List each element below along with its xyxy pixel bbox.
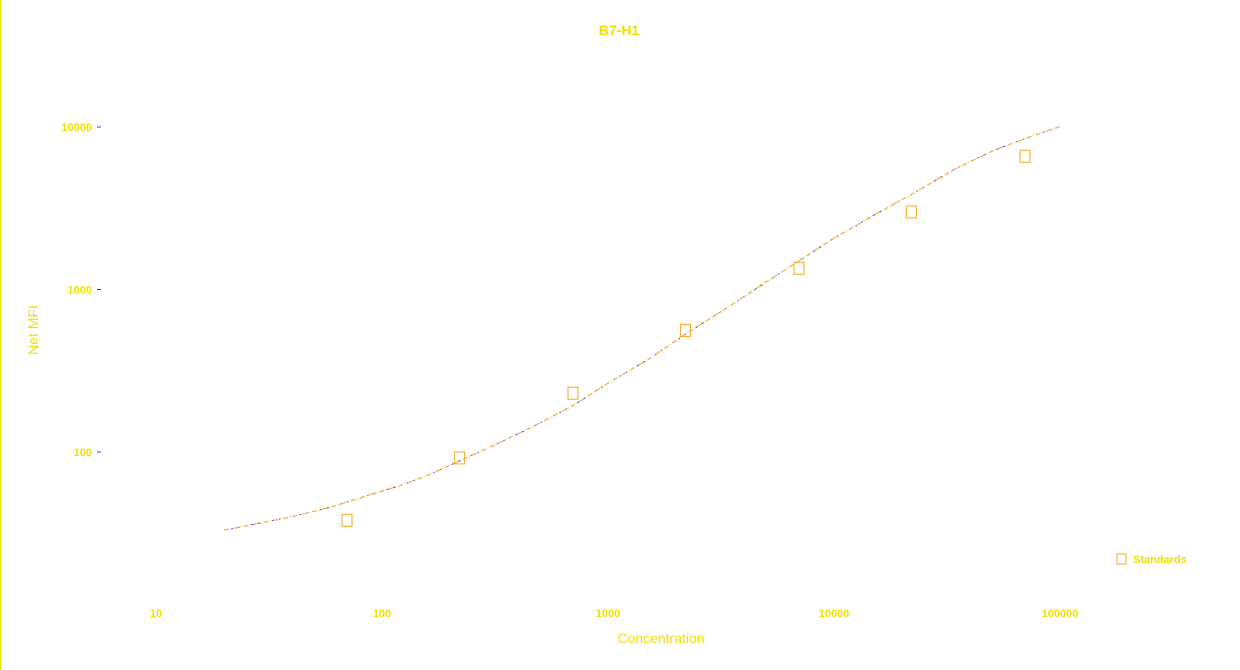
fit-curve (223, 126, 1061, 531)
data-point-standard (905, 205, 917, 219)
x-tick-label: 100 (373, 608, 391, 620)
fit-curve-overlay (223, 126, 1061, 531)
y-tick-label: 100 (74, 447, 92, 459)
legend-label-standards: Standards (1133, 554, 1187, 566)
data-point-standard (453, 451, 465, 465)
data-point-standard (341, 513, 353, 527)
x-tick-label: 10000 (819, 608, 850, 620)
x-tick-label: 10 (150, 608, 162, 620)
data-point-standard (1019, 149, 1031, 163)
x-tick-label: 100000 (1042, 608, 1079, 620)
legend-marker-standards (1116, 553, 1127, 565)
y-tick-label: 10000 (61, 122, 92, 134)
y-tick-label: 1000 (68, 285, 92, 297)
legend: Standards (1116, 553, 1187, 566)
data-point-standard (567, 386, 579, 400)
data-point-standard (793, 261, 805, 275)
data-point-standard (679, 323, 691, 337)
chart-title: B7-H1 (599, 22, 640, 38)
x-axis-title: Concentration (617, 630, 704, 646)
y-axis-title: Net MFI (25, 305, 41, 355)
x-tick-label: 1000 (596, 608, 620, 620)
